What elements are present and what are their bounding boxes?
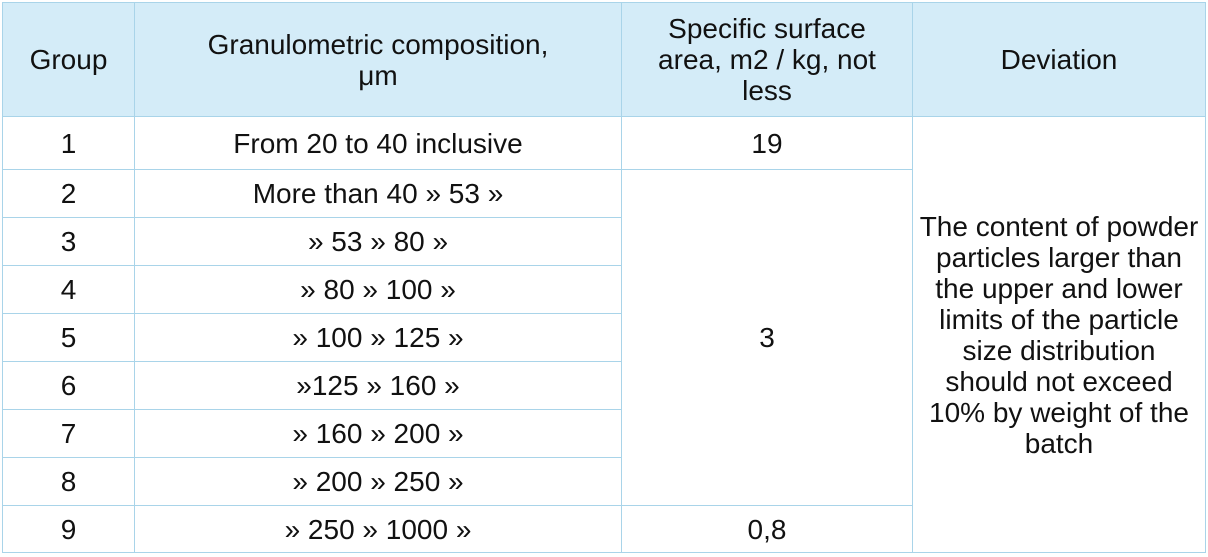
table-body: 1 From 20 to 40 inclusive 19 The content… [2, 116, 1206, 553]
surface-area-cell: 19 [621, 116, 913, 170]
header-granulometric-composition: Granulometric composition, μm [134, 2, 622, 117]
composition-cell: » 53 » 80 » [134, 217, 622, 266]
deviation-cell: The content of powder particles larger t… [912, 116, 1206, 553]
group-cell: 4 [2, 265, 135, 314]
group-cell: 9 [2, 505, 135, 553]
header-group: Group [2, 2, 135, 117]
composition-cell: » 100 » 125 » [134, 313, 622, 362]
surface-area-cell: 3 [621, 169, 913, 506]
table-row: 7 » 160 » 200 » [2, 409, 1206, 458]
table-row: 9 » 250 » 1000 » 0,8 [2, 505, 1206, 553]
group-cell: 7 [2, 409, 135, 458]
composition-cell: »125 » 160 » [134, 361, 622, 410]
table-row: 2 More than 40 » 53 » 3 [2, 169, 1206, 506]
composition-cell: » 80 » 100 » [134, 265, 622, 314]
table-row: 4 » 80 » 100 » [2, 265, 1206, 314]
table-row: 6 »125 » 160 » [2, 361, 1206, 410]
composition-cell: » 160 » 200 » [134, 409, 622, 458]
surface-area-cell: 0,8 [621, 505, 913, 553]
composition-cell: More than 40 » 53 » [134, 169, 622, 218]
table-row: 1 From 20 to 40 inclusive 19 The content… [2, 116, 1206, 553]
group-cell: 3 [2, 217, 135, 266]
group-cell: 8 [2, 457, 135, 506]
group-cell: 5 [2, 313, 135, 362]
header-deviation: Deviation [912, 2, 1206, 117]
table-row: 3 » 53 » 80 » [2, 217, 1206, 266]
group-cell: 2 [2, 169, 135, 218]
composition-cell: » 250 » 1000 » [134, 505, 622, 553]
composition-cell: » 200 » 250 » [134, 457, 622, 506]
group-cell: 1 [2, 116, 135, 170]
table-row: 5 » 100 » 125 » [2, 313, 1206, 362]
header-specific-surface-area: Specific surface area, m2 / kg, not less [621, 2, 913, 117]
header-row: Group Granulometric composition, μm Spec… [2, 2, 1206, 117]
table-header: Group Granulometric composition, μm Spec… [2, 2, 1206, 117]
group-cell: 6 [2, 361, 135, 410]
composition-cell: From 20 to 40 inclusive [134, 116, 622, 170]
